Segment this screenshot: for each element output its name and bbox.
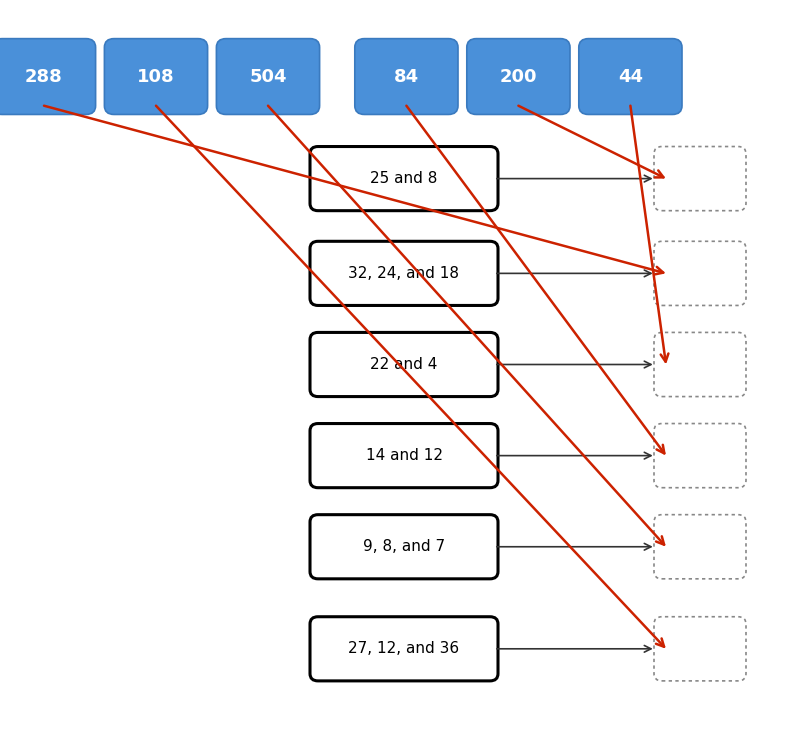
FancyBboxPatch shape [654, 147, 746, 211]
FancyBboxPatch shape [310, 515, 498, 579]
FancyBboxPatch shape [654, 424, 746, 488]
Text: 14 and 12: 14 and 12 [366, 448, 442, 463]
Text: 25 and 8: 25 and 8 [370, 171, 438, 186]
FancyBboxPatch shape [310, 617, 498, 681]
FancyBboxPatch shape [654, 515, 746, 579]
FancyBboxPatch shape [0, 39, 96, 114]
Text: 200: 200 [500, 68, 537, 85]
Text: 9, 8, and 7: 9, 8, and 7 [363, 539, 445, 554]
FancyBboxPatch shape [216, 39, 320, 114]
Text: 44: 44 [618, 68, 643, 85]
FancyBboxPatch shape [579, 39, 682, 114]
FancyBboxPatch shape [310, 332, 498, 397]
FancyBboxPatch shape [310, 424, 498, 488]
FancyBboxPatch shape [310, 241, 498, 305]
Text: 22 and 4: 22 and 4 [370, 357, 438, 372]
FancyBboxPatch shape [654, 617, 746, 681]
FancyBboxPatch shape [654, 241, 746, 305]
Text: 32, 24, and 18: 32, 24, and 18 [349, 266, 459, 281]
Text: 84: 84 [394, 68, 419, 85]
FancyBboxPatch shape [355, 39, 458, 114]
Text: 27, 12, and 36: 27, 12, and 36 [349, 642, 459, 656]
FancyBboxPatch shape [104, 39, 208, 114]
FancyBboxPatch shape [467, 39, 570, 114]
Text: 288: 288 [25, 68, 63, 85]
FancyBboxPatch shape [310, 147, 498, 211]
Text: 108: 108 [137, 68, 175, 85]
FancyBboxPatch shape [654, 332, 746, 397]
Text: 504: 504 [250, 68, 286, 85]
